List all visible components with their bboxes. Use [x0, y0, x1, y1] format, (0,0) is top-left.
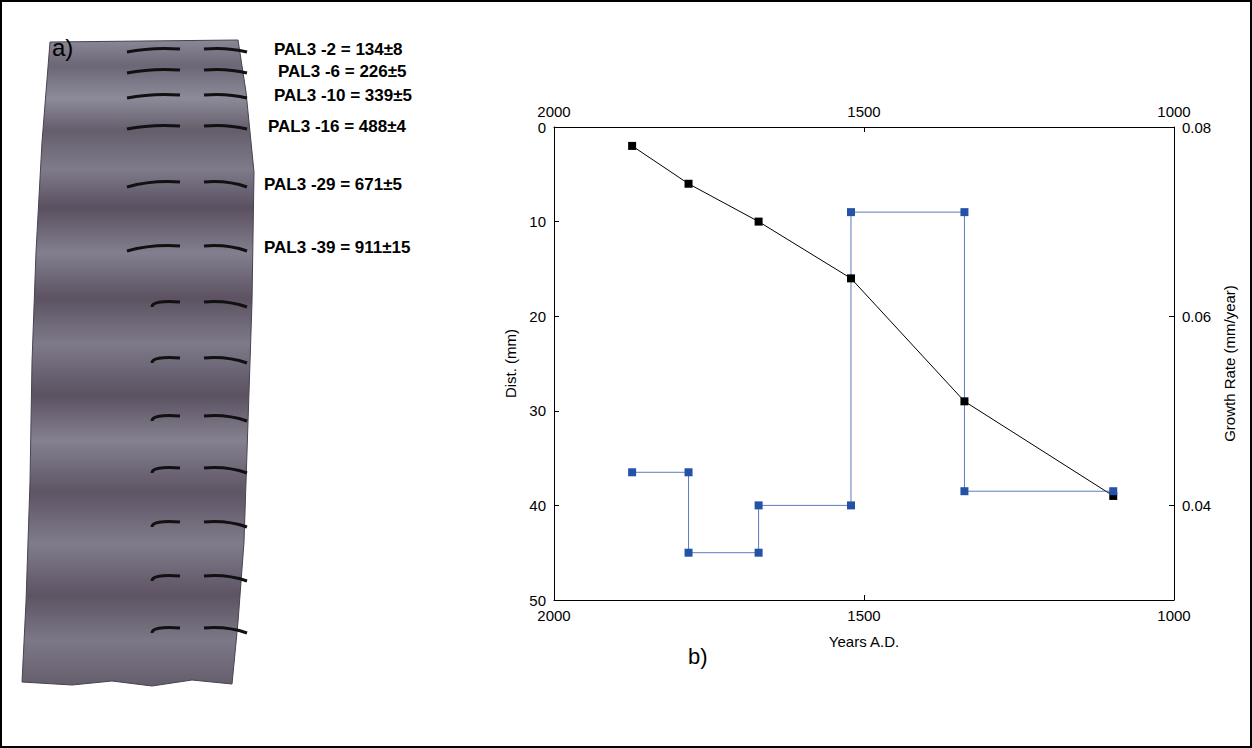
html-text:b): b) [688, 644, 708, 669]
svg-text:2000: 2000 [537, 607, 570, 624]
svg-text:2000: 2000 [537, 103, 570, 120]
svg-text:PAL3 -10 = 339±5: PAL3 -10 = 339±5 [274, 86, 412, 105]
svg-text:0.06: 0.06 [1182, 308, 1211, 325]
svg-text:40: 40 [529, 497, 546, 514]
svg-text:PAL3 -2 = 134±8: PAL3 -2 = 134±8 [274, 40, 403, 59]
svg-text:0: 0 [538, 119, 546, 136]
svg-text:0.04: 0.04 [1182, 497, 1211, 514]
svg-text:a): a) [52, 34, 73, 61]
svg-text:30: 30 [529, 402, 546, 419]
svg-text:PAL3 -29 = 671±5: PAL3 -29 = 671±5 [264, 175, 402, 194]
svg-text:1000: 1000 [1157, 103, 1190, 120]
svg-text:PAL3 -39 = 911±15: PAL3 -39 = 911±15 [264, 238, 411, 257]
svg-text:1500: 1500 [847, 103, 880, 120]
svg-text:PAL3 -16 = 488±4: PAL3 -16 = 488±4 [268, 117, 407, 136]
svg-text:PAL3 -6 = 226±5: PAL3 -6 = 226±5 [278, 62, 407, 81]
svg-text:0.08: 0.08 [1182, 119, 1211, 136]
svg-text:Years A.D.: Years A.D. [829, 633, 899, 650]
svg-text:1000: 1000 [1157, 607, 1190, 624]
svg-text:20: 20 [529, 308, 546, 325]
svg-text:1500: 1500 [847, 607, 880, 624]
svg-text:10: 10 [529, 213, 546, 230]
svg-text:Growth Rate (mm/year): Growth Rate (mm/year) [1221, 285, 1238, 442]
svg-text:Dist. (mm): Dist. (mm) [502, 329, 519, 398]
svg-text:50: 50 [529, 592, 546, 609]
